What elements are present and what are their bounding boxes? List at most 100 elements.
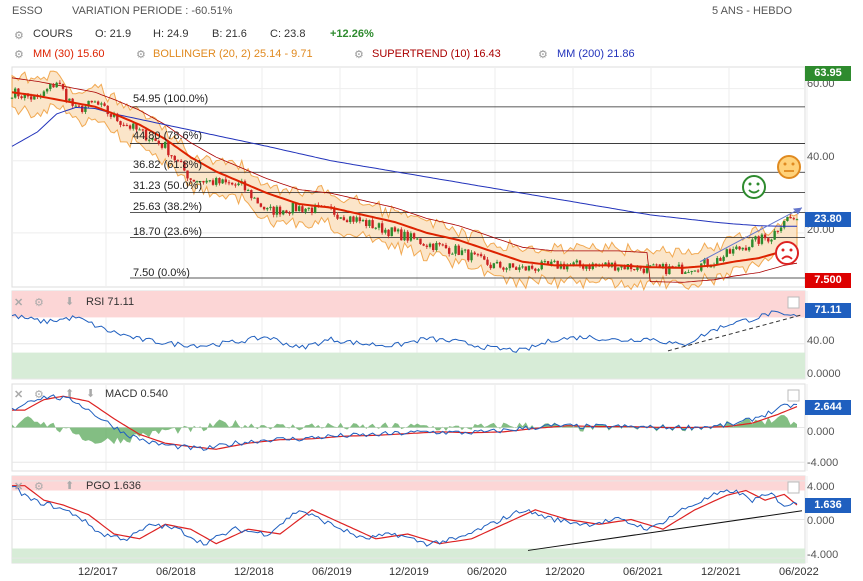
candle-body (301, 206, 304, 212)
candle-body (409, 233, 413, 241)
macd-up-arrow-icon[interactable]: ⬆ (65, 388, 75, 400)
candle-body (374, 227, 377, 229)
candle-body (269, 206, 272, 209)
panel-checkbox-2 (787, 481, 800, 494)
pgo-signal-line (12, 485, 798, 545)
rsi-zone-0 (12, 291, 805, 318)
candle-body (250, 190, 253, 199)
candle-body (167, 141, 170, 156)
candle-body (677, 264, 681, 267)
bollinger-gear-icon[interactable]: ⚙ (136, 49, 146, 61)
candle-body (192, 179, 196, 182)
candle-body (441, 244, 444, 246)
pgo-label: PGO 1.636 (86, 480, 142, 492)
candle-body (779, 227, 783, 232)
mm30-gear-icon[interactable]: ⚙ (14, 49, 24, 61)
macd-close-icon[interactable]: ✕ (14, 389, 24, 401)
period-label[interactable]: 5 ANS - HEBDO (712, 5, 793, 17)
candle-body (438, 242, 441, 245)
happy-smiley-icon-mouth (748, 189, 760, 194)
x-tick-6: 12/2020 (545, 566, 585, 578)
candle-body (144, 129, 148, 141)
x-tick-8: 12/2021 (701, 566, 741, 578)
candle-body (262, 206, 266, 210)
candle-body (553, 260, 556, 262)
x-tick-1: 06/2018 (156, 566, 196, 578)
pgo-close-icon[interactable]: ✕ (14, 481, 24, 493)
candle-body (310, 207, 314, 214)
legend-high: H: 24.9 (153, 28, 189, 40)
x-tick-7: 06/2021 (623, 566, 663, 578)
candle-body (148, 139, 151, 141)
candle-body (90, 100, 93, 103)
x-tick-5: 06/2020 (467, 566, 507, 578)
candle-body (189, 178, 192, 180)
rsi-close-icon[interactable]: ✕ (14, 297, 24, 309)
candle-body (237, 183, 240, 186)
fib-label-786: 44.80 (78.6%) (133, 130, 203, 142)
candle-body (447, 248, 451, 254)
sad-smiley-icon (775, 241, 799, 265)
rsi-gear-icon[interactable]: ⚙ (34, 297, 44, 309)
candle-body (572, 262, 575, 265)
pgo-up-arrow-icon[interactable]: ⬆ (65, 480, 75, 492)
fib-label-382: 25.63 (38.2%) (133, 201, 203, 213)
sad-smiley-icon-eye-left (781, 248, 785, 252)
candle-body (499, 261, 502, 268)
candle-body (23, 93, 26, 99)
candle-body (291, 203, 295, 214)
fib-label-50: 31.23 (50.0%) (133, 180, 203, 192)
rsi-tick-0: 0.0000 (807, 368, 841, 380)
mm200-line (11, 106, 797, 227)
supertrend-line (11, 77, 798, 283)
candle-body (10, 97, 14, 99)
candle-body (617, 267, 620, 271)
candle-body (502, 267, 505, 270)
candle-body (221, 179, 224, 184)
candle-body (604, 262, 607, 266)
candle-body (275, 206, 279, 215)
candle-body (352, 216, 355, 222)
fib-label-0: 7.50 (0.0%) (133, 267, 190, 279)
pgo-tick-0: 0.000 (807, 515, 835, 527)
mm200-gear-icon[interactable]: ⚙ (538, 49, 548, 61)
candle-body (693, 270, 697, 272)
macd-gear-icon[interactable]: ⚙ (34, 389, 44, 401)
candle-body (45, 88, 49, 92)
candle-body (751, 239, 754, 248)
candle-body (215, 178, 218, 185)
candle-body (725, 249, 728, 257)
rsi-label: RSI 71.11 (86, 296, 135, 308)
supertrend-gear-icon[interactable]: ⚙ (354, 49, 364, 61)
candle-body (684, 272, 687, 274)
candle-body (307, 207, 310, 209)
pgo-gear-icon[interactable]: ⚙ (34, 481, 44, 493)
low-price-tag: 7.500 (805, 273, 851, 288)
macd-label: MACD 0.540 (105, 388, 168, 400)
pgo-value-tag: 1.636 (805, 498, 851, 513)
settings-gear-icon[interactable]: ⚙ (14, 30, 24, 42)
candle-body (138, 129, 141, 131)
candle-body (454, 245, 457, 254)
candle-body (419, 238, 422, 245)
candle-body (508, 263, 512, 269)
candle-body (355, 217, 358, 222)
candle-body (738, 246, 741, 250)
candle-body (205, 180, 208, 183)
macd-value-tag: 2.644 (805, 400, 851, 415)
x-tick-4: 12/2019 (389, 566, 429, 578)
candle-body (211, 180, 215, 185)
candle-body (432, 243, 435, 251)
macd-down-arrow-icon[interactable]: ⬇ (86, 388, 96, 400)
candle-body (451, 253, 454, 255)
rsi-down-arrow-icon[interactable]: ⬇ (65, 296, 75, 308)
candle-body (282, 210, 285, 215)
candle-body (377, 223, 381, 228)
candle-body (246, 190, 250, 192)
candle-body (460, 250, 464, 255)
candle-body (195, 181, 199, 183)
candle-body (463, 249, 467, 251)
candle-body (33, 95, 36, 100)
candle-body (562, 263, 566, 270)
